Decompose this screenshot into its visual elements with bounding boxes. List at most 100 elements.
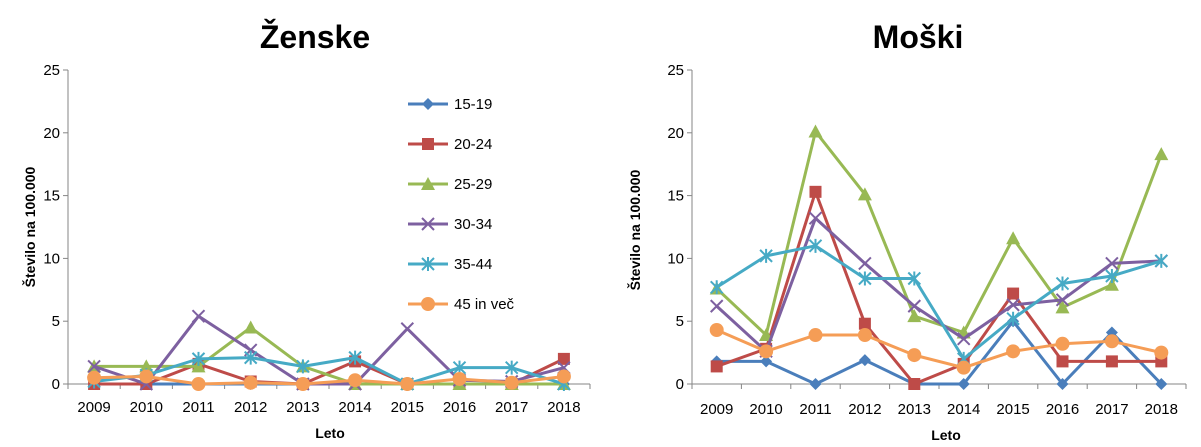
x-tick-label: 2010 xyxy=(130,399,163,416)
legend-marker xyxy=(421,297,435,311)
data-point xyxy=(1055,293,1070,307)
data-point xyxy=(348,373,363,388)
x-tick-label: 2014 xyxy=(947,401,980,418)
legend-label: 20-24 xyxy=(454,136,492,153)
y-tick-label: 20 xyxy=(43,125,60,142)
data-point xyxy=(858,271,872,286)
data-point xyxy=(956,332,971,346)
x-tick-label: 2013 xyxy=(898,401,931,418)
series-line xyxy=(715,216,1162,353)
data-point xyxy=(1104,277,1119,291)
legend: 15-19 20-24 25-29 30-34 35-44 45 in več xyxy=(408,96,515,313)
x-tick-label: 2011 xyxy=(799,401,831,418)
data-point xyxy=(759,344,774,359)
x-tick-label: 2015 xyxy=(391,399,424,416)
y-axis-label: Število na 100.000 xyxy=(626,169,643,290)
data-point xyxy=(87,359,101,374)
y-tick-label: 10 xyxy=(667,250,684,267)
x-tick-label: 2012 xyxy=(848,401,881,418)
data-point xyxy=(1055,300,1070,314)
series-line xyxy=(716,328,1162,370)
data-point xyxy=(1154,345,1169,360)
x-tick-label: 2016 xyxy=(443,399,476,416)
data-point xyxy=(1055,336,1070,351)
y-tick-label: 0 xyxy=(52,376,60,393)
data-point xyxy=(139,359,154,373)
data-point xyxy=(709,280,724,295)
x-tick-label: 2018 xyxy=(1145,401,1178,418)
legend-label: 45 in več xyxy=(454,296,515,313)
data-point xyxy=(504,375,519,390)
data-point xyxy=(1007,287,1020,300)
x-tick-label: 2010 xyxy=(749,401,782,418)
series-line xyxy=(716,190,1162,386)
data-point xyxy=(956,360,971,375)
data-point xyxy=(808,211,823,225)
chart-women: Ženske Leto Število na 100.000 0 5 10 15 20 2… xyxy=(21,19,591,441)
data-point xyxy=(191,309,206,323)
y-tick-label: 10 xyxy=(43,250,60,267)
data-point xyxy=(191,351,206,366)
x-tick-label: 2018 xyxy=(547,399,580,416)
y-tick-label: 25 xyxy=(43,62,60,79)
x-tick-label: 2011 xyxy=(182,399,214,416)
data-point xyxy=(809,185,822,198)
data-point xyxy=(452,371,467,386)
legend-marker xyxy=(422,138,434,150)
series-35-44 xyxy=(709,238,1169,366)
series-line xyxy=(93,356,565,386)
data-point xyxy=(858,256,872,271)
y-tick-label: 15 xyxy=(43,188,60,205)
legend-entry: 25-29 xyxy=(408,176,492,193)
data-point xyxy=(348,350,362,365)
y-tick-label: 0 xyxy=(676,376,684,393)
legend-entry: 45 in več xyxy=(408,296,515,313)
chart-title: Moški xyxy=(873,19,964,55)
x-tick-label: 2009 xyxy=(700,401,733,418)
data-point xyxy=(1105,268,1119,283)
data-point xyxy=(710,360,723,373)
x-tick-label: 2009 xyxy=(77,399,110,416)
data-point xyxy=(709,322,724,337)
data-point xyxy=(1105,355,1118,368)
y-axis-label: Število na 100.000 xyxy=(21,166,38,287)
y-tick-label: 15 xyxy=(667,188,684,205)
legend-marker xyxy=(421,177,435,190)
data-point xyxy=(808,124,823,138)
series-line xyxy=(715,244,1162,361)
data-point xyxy=(557,352,570,365)
y-tick-label: 20 xyxy=(667,125,684,142)
series-line xyxy=(716,319,1163,386)
data-point xyxy=(858,354,871,367)
data-point xyxy=(858,317,871,330)
data-point xyxy=(1155,378,1168,390)
data-point xyxy=(808,238,823,253)
data-point xyxy=(759,248,773,263)
data-point xyxy=(907,309,922,323)
data-point xyxy=(857,187,872,201)
data-point xyxy=(1056,355,1069,368)
data-point xyxy=(243,320,258,334)
legend-label: 30-34 xyxy=(454,216,492,233)
data-point xyxy=(857,328,872,343)
y-tick-label: 25 xyxy=(667,62,684,79)
series-20-24 xyxy=(710,185,1168,390)
series-15-19 xyxy=(710,315,1168,390)
data-point xyxy=(907,271,922,286)
legend-entry: 20-24 xyxy=(408,136,492,153)
data-point xyxy=(809,378,822,390)
data-point xyxy=(1154,253,1169,268)
chart-title: Ženske xyxy=(260,19,370,55)
data-point xyxy=(808,328,823,343)
data-point xyxy=(400,322,415,336)
series-line xyxy=(715,130,1163,337)
legend-label: 35-44 xyxy=(454,256,492,273)
x-tick-label: 2017 xyxy=(495,399,528,416)
data-point xyxy=(957,378,970,390)
legend-marker xyxy=(421,257,435,271)
x-tick-label: 2016 xyxy=(1046,401,1079,418)
data-point xyxy=(556,369,571,384)
series-45-in-ve xyxy=(87,369,571,391)
data-point xyxy=(191,377,206,391)
